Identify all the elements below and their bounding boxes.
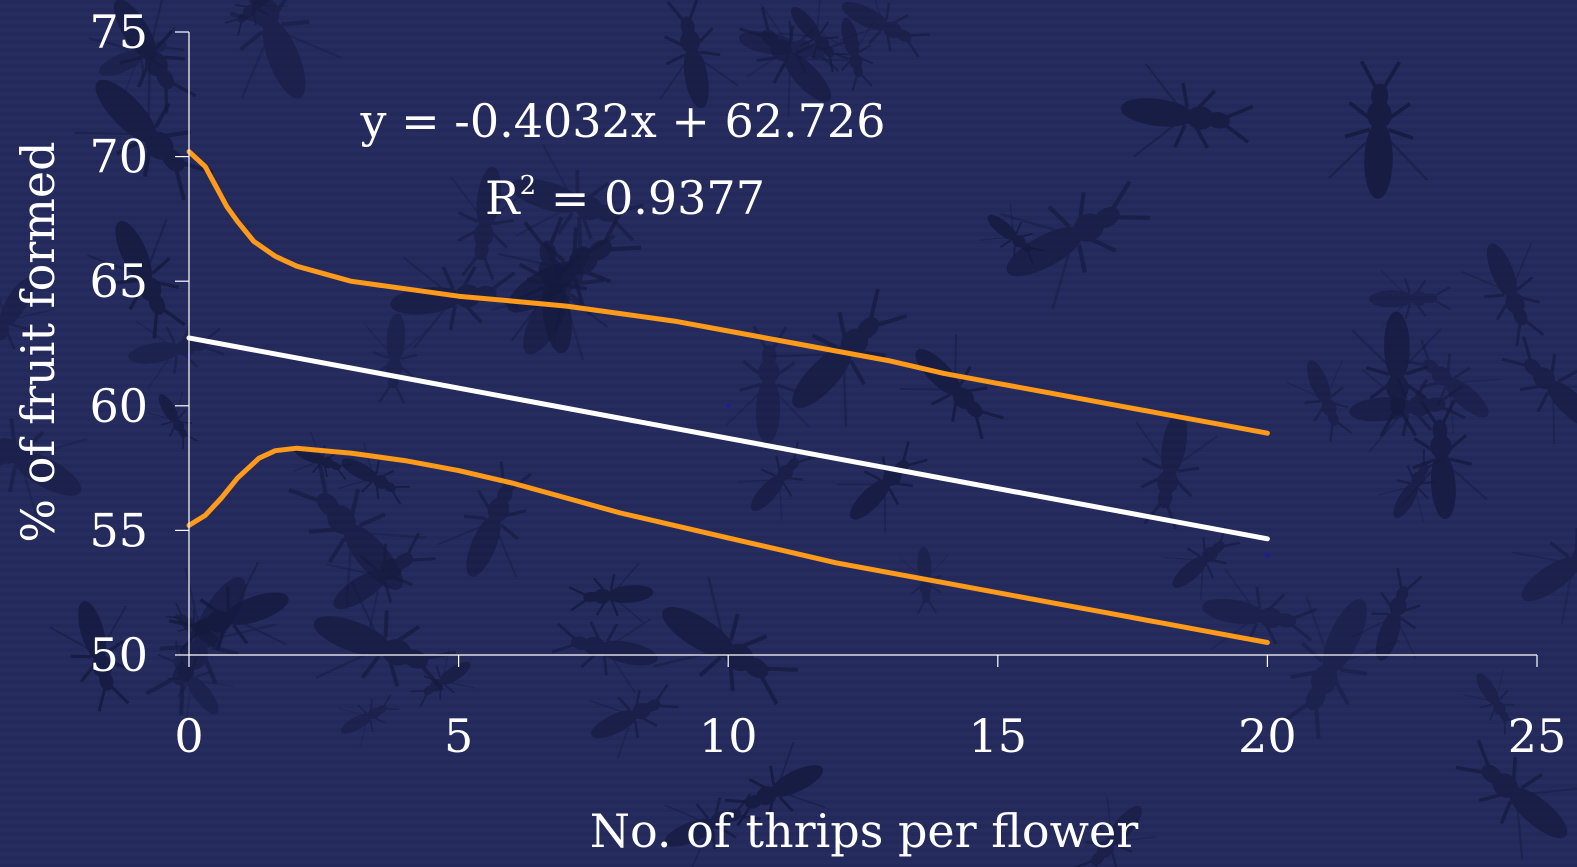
tick-labels: 50 55 60 65 70 75 0 5 10 15 20 25 <box>89 5 1566 763</box>
x-tick-label: 25 <box>1508 709 1567 763</box>
x-tick-label: 15 <box>969 709 1028 763</box>
upper-confidence-band-line <box>186 149 1270 436</box>
y-tick-label: 75 <box>89 5 148 59</box>
y-tick-label: 55 <box>89 503 148 557</box>
x-tick-label: 5 <box>444 709 473 763</box>
r-squared-label: R2 = 0.9377 <box>485 171 765 225</box>
y-tick-label: 50 <box>89 628 148 682</box>
x-tick-label: 0 <box>174 709 203 763</box>
r-squared-value: = 0.9377 <box>536 171 765 225</box>
r-squared-prefix: R <box>485 171 521 225</box>
x-tick-label: 20 <box>1238 709 1297 763</box>
data-point <box>726 403 731 408</box>
x-tick-label: 10 <box>699 709 758 763</box>
regression-line <box>186 335 1270 542</box>
data-point <box>1265 553 1270 558</box>
series-layer <box>186 149 1270 645</box>
lower-confidence-band-line <box>186 445 1270 645</box>
axes-layer <box>175 31 1538 667</box>
r-squared-superscript: 2 <box>520 171 537 201</box>
y-axis-title: % of fruit formed <box>11 141 65 542</box>
y-tick-label: 60 <box>89 379 148 433</box>
regression-equation: y = -0.4032x + 62.726 <box>360 94 886 148</box>
y-tick-label: 65 <box>89 254 148 308</box>
x-axis-title: No. of thrips per flower <box>590 804 1138 858</box>
y-tick-label: 70 <box>89 130 148 184</box>
